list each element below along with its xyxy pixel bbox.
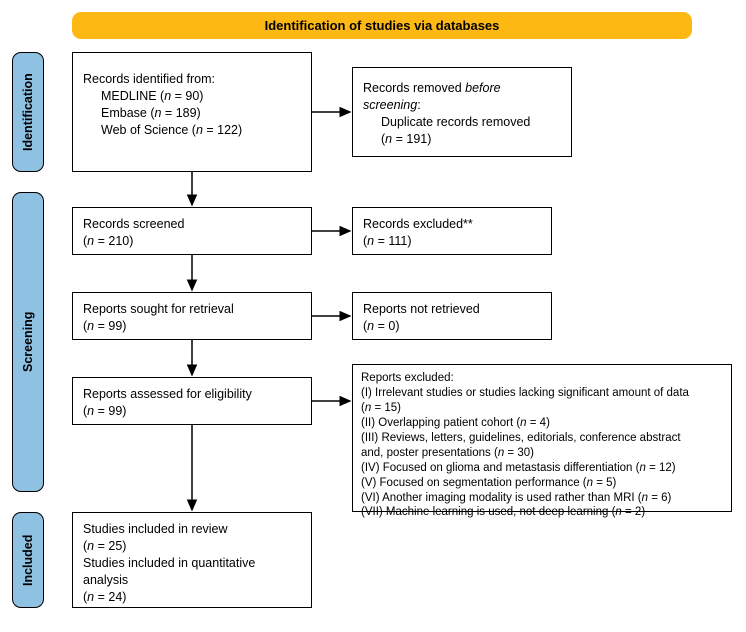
box-records-identified: Records identified from: MEDLINE (n = 90… xyxy=(72,52,312,172)
stage-included: Included xyxy=(12,512,44,608)
box-reports-sought: Reports sought for retrieval (n = 99) xyxy=(72,292,312,340)
box-reports-not-retrieved: Reports not retrieved (n = 0) xyxy=(352,292,552,340)
box-records-excluded: Records excluded** (n = 111) xyxy=(352,207,552,255)
header-bar: Identification of studies via databases xyxy=(72,12,692,39)
stage-screening: Screening xyxy=(12,192,44,492)
box-studies-included: Studies included in review (n = 25) Stud… xyxy=(72,512,312,608)
box-reports-assessed: Reports assessed for eligibility (n = 99… xyxy=(72,377,312,425)
prisma-flowchart: Identification of studies via databases … xyxy=(12,12,734,620)
box-records-removed: Records removed before screening: Duplic… xyxy=(352,67,572,157)
box-records-screened: Records screened (n = 210) xyxy=(72,207,312,255)
box-reports-excluded: Reports excluded: (I) Irrelevant studies… xyxy=(352,364,732,512)
header-title: Identification of studies via databases xyxy=(265,18,500,33)
stage-identification: Identification xyxy=(12,52,44,172)
